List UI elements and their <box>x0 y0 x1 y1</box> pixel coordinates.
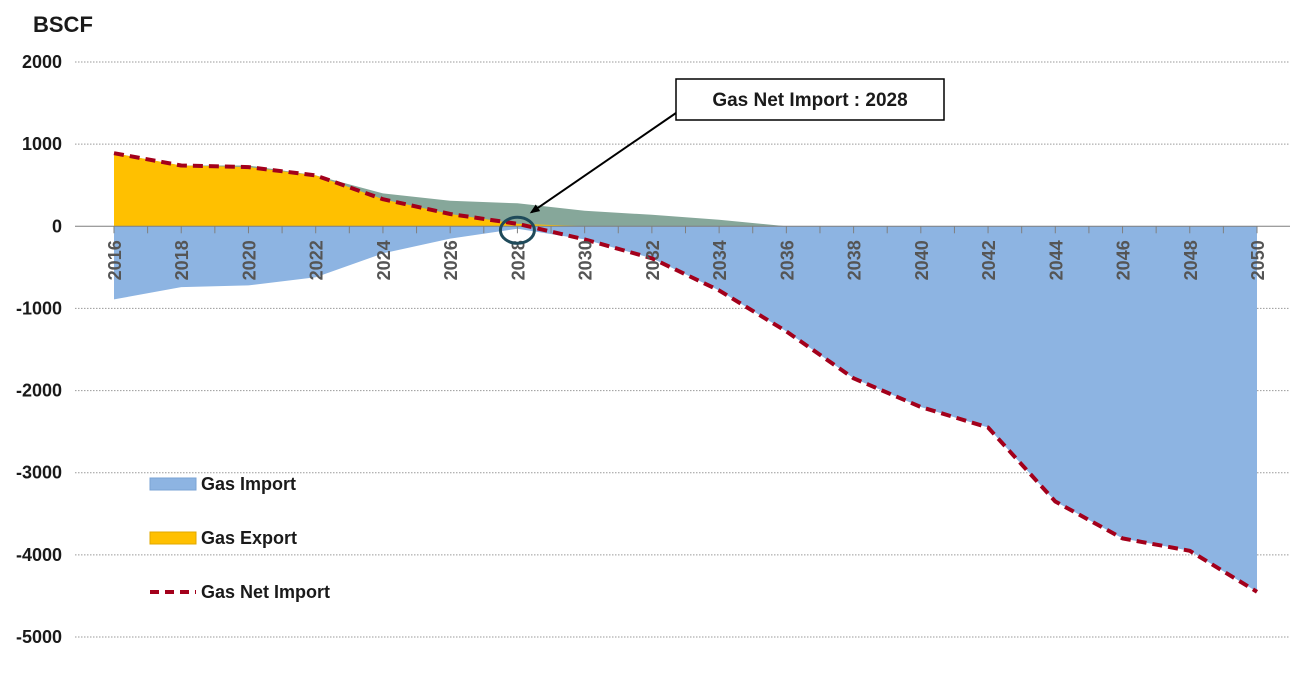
gas-export-area <box>114 153 1257 227</box>
y-tick-label: -3000 <box>16 463 62 483</box>
y-tick-label: 1000 <box>22 134 62 154</box>
y-tick-label: 2000 <box>22 52 62 72</box>
x-tick-label: 2038 <box>845 240 865 280</box>
annotation: Gas Net Import : 2028 <box>498 78 945 245</box>
axes <box>75 225 1290 234</box>
x-tick-label: 2018 <box>172 240 192 280</box>
legend-label: Gas Export <box>201 528 297 548</box>
x-tick-label: 2020 <box>239 240 259 280</box>
legend-label: Gas Net Import <box>201 582 330 602</box>
x-tick-label: 2028 <box>508 240 528 280</box>
x-tick-label: 2048 <box>1181 240 1201 280</box>
legend-swatch <box>149 531 197 545</box>
y-tick-label: -1000 <box>16 298 62 318</box>
x-tick-label: 2050 <box>1248 240 1268 280</box>
legend-gas-export: Gas Export <box>149 528 297 548</box>
net-import-line-series <box>113 151 1259 594</box>
x-tick-label: 2024 <box>374 240 394 280</box>
x-tick-label: 2036 <box>777 240 797 280</box>
legend-label: Gas Import <box>201 474 296 494</box>
annotation-box <box>675 78 945 121</box>
x-tick-label: 2032 <box>643 240 663 280</box>
annotation-label: Gas Net Import : 2028 <box>712 90 907 111</box>
tick-labels: 2000 1000 0 -1000 -2000 -3000 -4000 -5000 2016 20… <box>16 52 1268 647</box>
y-tick-label: -5000 <box>16 627 62 647</box>
annotation-circle <box>498 215 536 245</box>
y-axis-unit-label: BSCF <box>33 12 93 37</box>
x-tick-label: 2046 <box>1114 240 1134 280</box>
x-tick-label: 2034 <box>710 240 730 280</box>
y-tick-label: 0 <box>52 216 62 236</box>
gridlines <box>75 61 1290 638</box>
legend-gas-import: Gas Import <box>149 474 296 494</box>
legend-gas-net-import: Gas Net Import <box>150 582 330 602</box>
x-tick-label: 2044 <box>1046 240 1066 280</box>
x-tick-label: 2030 <box>576 240 596 280</box>
x-tick-label: 2016 <box>105 240 125 280</box>
x-tick-label: 2042 <box>979 240 999 280</box>
gas-import-area <box>114 226 1257 592</box>
y-tick-label: -2000 <box>16 381 62 401</box>
x-tick-label: 2040 <box>912 240 932 280</box>
legend-swatch <box>149 477 197 491</box>
y-tick-label: -4000 <box>16 545 62 565</box>
annotation-arrow <box>529 112 677 214</box>
area-series <box>114 153 1257 592</box>
x-tick-label: 2022 <box>307 240 327 280</box>
legend: Gas Import Gas Export Gas Net Import <box>149 474 330 602</box>
x-tick-label: 2026 <box>441 240 461 280</box>
gas-net-import-line <box>113 151 1259 594</box>
